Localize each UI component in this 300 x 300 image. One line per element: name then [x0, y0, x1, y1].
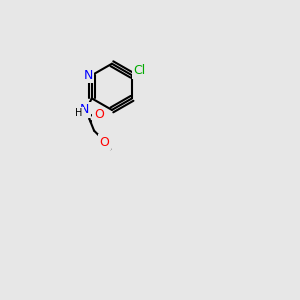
Text: Cl: Cl: [133, 64, 145, 77]
Text: H: H: [75, 108, 83, 118]
Text: O: O: [100, 136, 110, 149]
Text: O: O: [94, 108, 104, 121]
Text: N: N: [84, 69, 93, 82]
Text: N: N: [80, 103, 89, 116]
